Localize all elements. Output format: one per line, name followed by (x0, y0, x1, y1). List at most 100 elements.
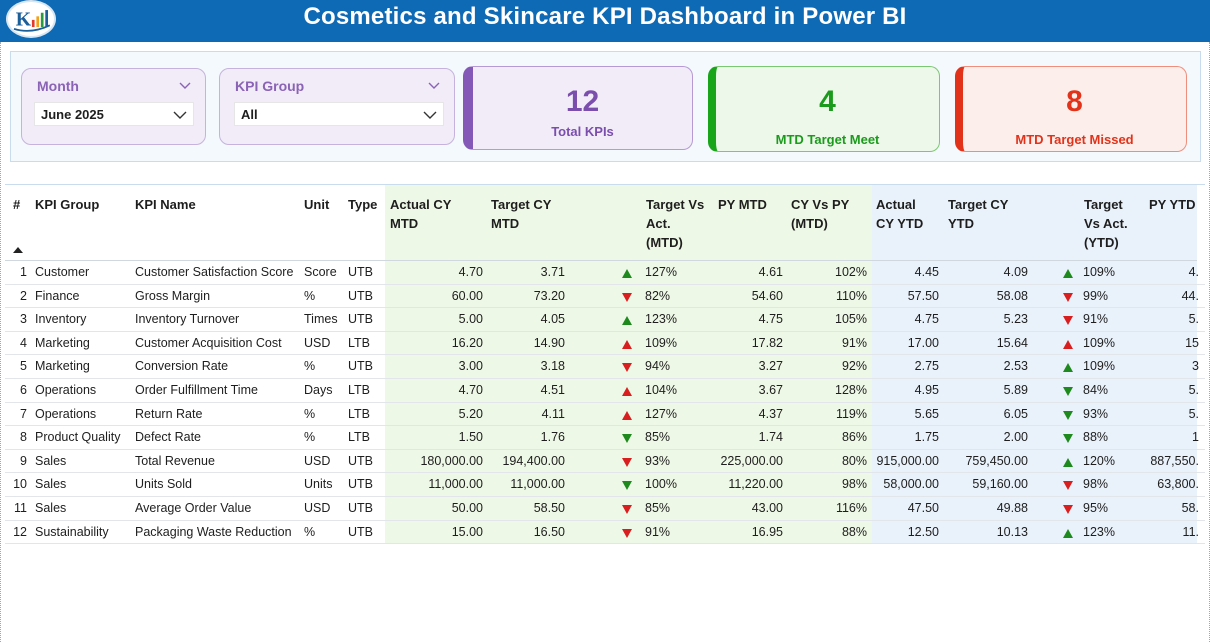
target-cy-ytd-cell: 5.89 (1003, 382, 1028, 397)
triangle-down-icon (622, 292, 636, 302)
chevron-down-icon[interactable] (428, 79, 440, 91)
dashboard-title: Cosmetics and Skincare KPI Dashboard in … (303, 3, 907, 30)
table-row[interactable]: 2 Finance Gross Margin% UTB 60.00 73.20 82% 54.… (5, 285, 1205, 309)
col-header-py-ytd[interactable]: PY YTD (1149, 197, 1196, 212)
col-header-unit[interactable]: Unit (304, 197, 330, 212)
type-cell: LTB (348, 406, 370, 421)
mtd-target-meet-value: 4 (819, 85, 836, 118)
target-vs-act-mtd-cell: 127% (645, 406, 677, 421)
unit-cell: Times (304, 312, 338, 327)
table-row[interactable]: 11 Sales Average Order Value USD UTB 50.00 58.… (5, 497, 1205, 521)
actual-cy-mtd-cell: 180,000.00 (420, 453, 483, 468)
col-header-target-cy-mtd[interactable]: Target CY MTD (491, 197, 552, 231)
col-header-num[interactable]: # (13, 197, 21, 212)
target-cy-mtd-cell: 11,000.00 (510, 477, 565, 492)
col-header-target-cy-ytd[interactable]: Target CY YTD (948, 197, 1009, 231)
triangle-up-icon (622, 386, 636, 396)
target-cy-ytd-cell: 59,160.00 (972, 477, 1028, 492)
row-number: 4 (20, 335, 27, 350)
col-header-kpi-name[interactable]: KPI Name (135, 197, 196, 212)
py-mtd-cell: 3.27 (758, 359, 783, 374)
kpi-group-cell: Sales (35, 500, 67, 515)
col-header-target-vs-act-mtd[interactable]: Target Vs Act. (MTD) (646, 197, 705, 250)
month-dropdown[interactable]: June 2025 (34, 102, 194, 126)
col-header-target-vs-act-ytd[interactable]: Target Vs Act. (YTD) (1084, 197, 1128, 250)
target-cy-ytd-cell: 15.64 (996, 335, 1028, 350)
kpi-group-slicer[interactable]: KPI Group All (219, 68, 455, 145)
table-row[interactable]: 12 Sustainability Packaging Waste Reductio… (5, 521, 1205, 545)
table-row[interactable]: 1 Customer Customer Satisfaction Score Scor… (5, 261, 1205, 285)
type-cell: UTB (348, 288, 373, 303)
col-header-cy-vs-py-mtd[interactable]: CY Vs PY (MTD) (791, 197, 850, 231)
triangle-down-icon (622, 363, 632, 373)
triangle-down-icon (1063, 292, 1077, 302)
target-cy-mtd-cell: 58.50 (533, 500, 565, 515)
actual-cy-ytd-cell: 1.75 (914, 430, 939, 445)
unit-cell: % (304, 524, 316, 539)
table-row[interactable]: 6 Operations Order Fulfillment Time Days LTB… (5, 379, 1205, 403)
col-header-py-mtd[interactable]: PY MTD (718, 197, 767, 212)
target-cy-ytd-cell: 58.08 (996, 288, 1028, 303)
actual-cy-ytd-cell: 5.65 (914, 406, 939, 421)
chevron-down-icon[interactable] (423, 109, 437, 121)
triangle-up-icon (622, 410, 632, 420)
target-cy-ytd-cell: 10.13 (996, 524, 1028, 539)
row-number: 7 (20, 406, 27, 421)
actual-cy-mtd-cell: 16.20 (451, 335, 483, 350)
kpi-group-cell: Operations (35, 406, 97, 421)
py-mtd-cell: 4.37 (758, 406, 783, 421)
type-cell: UTB (348, 477, 373, 492)
cy-vs-py-mtd-cell: 86% (841, 430, 867, 445)
col-header-actual-cy-ytd[interactable]: Actual CY YTD (876, 197, 924, 231)
triangle-up-icon (1063, 269, 1073, 278)
target-vs-act-mtd-cell: 85% (645, 500, 671, 515)
sort-ascending-icon[interactable] (13, 247, 23, 253)
kpi-name-cell: Packaging Waste Reduction (135, 524, 292, 539)
actual-cy-ytd-cell: 4.45 (914, 265, 939, 279)
table-row[interactable]: 3 Inventory Inventory Turnover Times UTB 5.00… (5, 308, 1205, 332)
row-number: 1 (20, 265, 27, 279)
target-vs-act-mtd-cell: 127% (645, 265, 677, 279)
triangle-up-icon (622, 410, 636, 420)
chevron-down-icon[interactable] (173, 109, 187, 121)
actual-cy-mtd-cell: 50.00 (451, 500, 483, 515)
kpi-name-cell: Gross Margin (135, 288, 211, 303)
target-vs-act-ytd-cell: 109% (1083, 265, 1115, 279)
triangle-up-icon (1063, 363, 1073, 373)
triangle-down-icon (1063, 504, 1077, 514)
chevron-down-icon[interactable] (179, 79, 191, 91)
unit-cell: % (304, 430, 316, 445)
table-row[interactable]: 10 Sales Units Sold Units UTB 11,000.00 11,000… (5, 473, 1205, 497)
cy-vs-py-mtd-cell: 88% (841, 524, 867, 539)
py-ytd-cell: 58. (1181, 500, 1199, 515)
target-vs-act-mtd-cell: 93% (645, 453, 671, 468)
cy-vs-py-mtd-cell: 91% (841, 335, 867, 350)
py-mtd-cell: 3.67 (758, 382, 783, 397)
col-header-kpi-group[interactable]: KPI Group (35, 197, 100, 212)
actual-cy-mtd-cell: 5.20 (458, 406, 483, 421)
actual-cy-ytd-cell: 2.75 (914, 359, 939, 374)
triangle-down-icon (1063, 386, 1077, 396)
table-row[interactable]: 5 Marketing Conversion Rate% UTB 3.00 3.18 94%… (5, 355, 1205, 379)
actual-cy-mtd-cell: 4.70 (458, 265, 483, 279)
title-bar: K Cosmetics and Skincare KPI Dashboard i… (0, 0, 1210, 42)
table-row[interactable]: 8 Product Quality Defect Rate% LTB 1.50 1.76 8… (5, 426, 1205, 450)
target-cy-mtd-cell: 16.50 (533, 524, 565, 539)
target-cy-mtd-cell: 4.51 (540, 382, 565, 397)
target-cy-mtd-cell: 3.71 (540, 265, 565, 279)
triangle-up-icon (1063, 457, 1073, 467)
col-header-actual-cy-mtd[interactable]: Actual CY MTD (390, 197, 452, 231)
py-ytd-cell: 44. (1181, 288, 1199, 303)
table-row[interactable]: 9 Sales Total Revenue USD UTB 180,000.00 194,4… (5, 450, 1205, 474)
triangle-up-icon (1063, 457, 1077, 467)
table-row[interactable]: 4 Marketing Customer Acquisition Cost USD LT… (5, 332, 1205, 356)
cy-vs-py-mtd-cell: 80% (841, 453, 867, 468)
kpi-group-dropdown[interactable]: All (234, 102, 444, 126)
col-header-type[interactable]: Type (348, 197, 378, 212)
kpi-group-cell: Sales (35, 453, 67, 468)
table-row[interactable]: 7 Operations Return Rate% LTB 5.20 4.11 127% 4.… (5, 403, 1205, 427)
py-mtd-cell: 16.95 (751, 524, 783, 539)
month-slicer[interactable]: Month June 2025 (21, 68, 206, 145)
table-body: 1 Customer Customer Satisfaction Score Scor… (5, 261, 1205, 545)
target-vs-act-ytd-cell: 95% (1083, 500, 1109, 515)
